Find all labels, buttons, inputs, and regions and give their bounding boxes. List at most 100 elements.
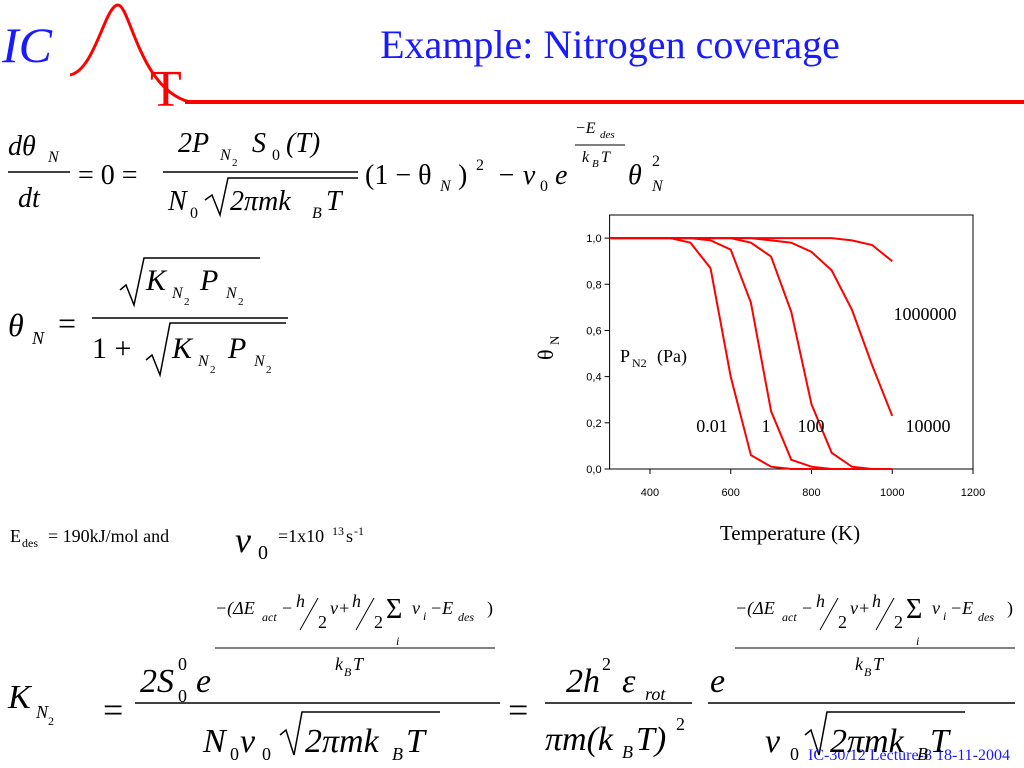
equation-lines xyxy=(8,144,1015,756)
math-text: N xyxy=(253,353,266,370)
footer: IC-30/12 Lecture-8 18-11-2004 xyxy=(808,747,1010,764)
math-text: − ν xyxy=(497,160,536,191)
series-line xyxy=(609,237,894,417)
math-text: des xyxy=(600,129,615,141)
math-text: T xyxy=(326,186,344,217)
math-text: 2 xyxy=(184,296,190,308)
annotation: N2 xyxy=(632,356,647,370)
math-text: (1 − θ xyxy=(365,160,432,191)
math-text: 2 xyxy=(894,612,903,632)
math-text: B xyxy=(344,665,352,679)
math-text: θ xyxy=(8,307,24,343)
math-text: ν xyxy=(765,723,781,760)
math-text: 2πmk xyxy=(830,723,905,760)
series-label: 10000 xyxy=(906,416,951,436)
math-text: Σ xyxy=(386,594,402,625)
x-tick-label: 1000 xyxy=(880,487,904,499)
math-text: N xyxy=(47,149,60,166)
math-text: N xyxy=(197,353,210,370)
math-text: act xyxy=(262,610,277,624)
math-text: (T) xyxy=(286,128,320,159)
series-line xyxy=(609,237,893,470)
math-text: 1 + xyxy=(92,332,131,365)
math-text: ε xyxy=(622,663,636,700)
x-tick-label: 800 xyxy=(802,487,820,499)
math-text: h xyxy=(352,591,361,611)
math-text: T xyxy=(873,654,885,674)
math-text: dθ xyxy=(8,131,36,162)
math-text: ν+ xyxy=(850,598,870,618)
math-text: 0 xyxy=(178,654,187,674)
y-tick-label: 0,4 xyxy=(586,372,601,384)
math-text: k xyxy=(855,654,864,674)
math-text: h xyxy=(296,591,305,611)
y-tick-label: 0,6 xyxy=(586,325,601,337)
math-text: ) xyxy=(487,598,493,619)
y-tick-label: 0,8 xyxy=(586,279,601,291)
math-text: 0 xyxy=(258,542,268,564)
math-text: T xyxy=(353,654,365,674)
math-text: B xyxy=(312,205,322,222)
math-text: des xyxy=(458,610,474,624)
math-text: k xyxy=(335,654,344,674)
math-text: e xyxy=(710,663,725,700)
x-tick-label: 400 xyxy=(641,487,659,499)
math-text: ν xyxy=(240,723,256,760)
slide-title: Example: Nitrogen coverage xyxy=(380,22,840,67)
series-label: 1000000 xyxy=(894,304,957,324)
math-text: 2πmk xyxy=(230,186,291,217)
math-text: = xyxy=(58,305,76,341)
math-text: 0 xyxy=(790,744,799,764)
math-text: T) xyxy=(636,721,666,758)
math-text: S xyxy=(252,128,266,159)
math-text: rot xyxy=(645,684,666,704)
math-text: des xyxy=(978,610,994,624)
math-text: 0 xyxy=(190,205,198,222)
math-text: 2πmk xyxy=(305,723,380,760)
series-line xyxy=(609,237,893,262)
math-text: T xyxy=(930,723,951,760)
math-text: − xyxy=(802,598,812,618)
logo-text: IC xyxy=(1,17,53,73)
math-text: K xyxy=(145,264,168,297)
math-text: e xyxy=(196,663,211,700)
math-text: ) xyxy=(458,160,467,191)
math-text: i xyxy=(396,634,399,648)
math-text: -1 xyxy=(354,524,364,538)
math-text: N xyxy=(171,285,184,302)
math-text: i xyxy=(943,609,946,623)
math-text: 2 xyxy=(652,153,660,170)
annotation: P xyxy=(620,346,630,366)
series-line xyxy=(609,237,893,470)
math-text: ν xyxy=(235,520,251,560)
math-text: N xyxy=(31,328,45,348)
math-text: 0 xyxy=(230,744,239,764)
math-text: e xyxy=(555,160,567,191)
math-text: K xyxy=(7,679,33,716)
math-text: 2 xyxy=(210,364,216,376)
math-text: N xyxy=(167,186,188,217)
math-text: N xyxy=(35,702,49,722)
y-tick-label: 0,2 xyxy=(586,418,601,430)
math-text: ν xyxy=(932,598,940,618)
series-label: 0.01 xyxy=(696,416,728,436)
math-text: 2 xyxy=(266,364,272,376)
math-text: N xyxy=(202,723,228,760)
math-text: B xyxy=(622,742,633,762)
math-text: T xyxy=(406,723,427,760)
math-text: 2 xyxy=(318,612,327,632)
math-text: 0 xyxy=(178,686,187,706)
math-text: P xyxy=(227,332,246,365)
math-text: 2 xyxy=(232,157,238,169)
math-text: i xyxy=(423,609,426,623)
logo-curve xyxy=(69,3,191,104)
math-text: 2h xyxy=(566,663,600,700)
math-text: 2P xyxy=(178,128,209,159)
math-text: −E xyxy=(430,598,453,618)
math-text: 2 xyxy=(374,612,383,632)
math-text: P xyxy=(199,264,218,297)
math-text: = 190kJ/mol and xyxy=(48,526,169,546)
annotation: (Pa) xyxy=(657,346,687,367)
math-text: act xyxy=(782,610,797,624)
y-axis-label: θ xyxy=(533,349,558,360)
